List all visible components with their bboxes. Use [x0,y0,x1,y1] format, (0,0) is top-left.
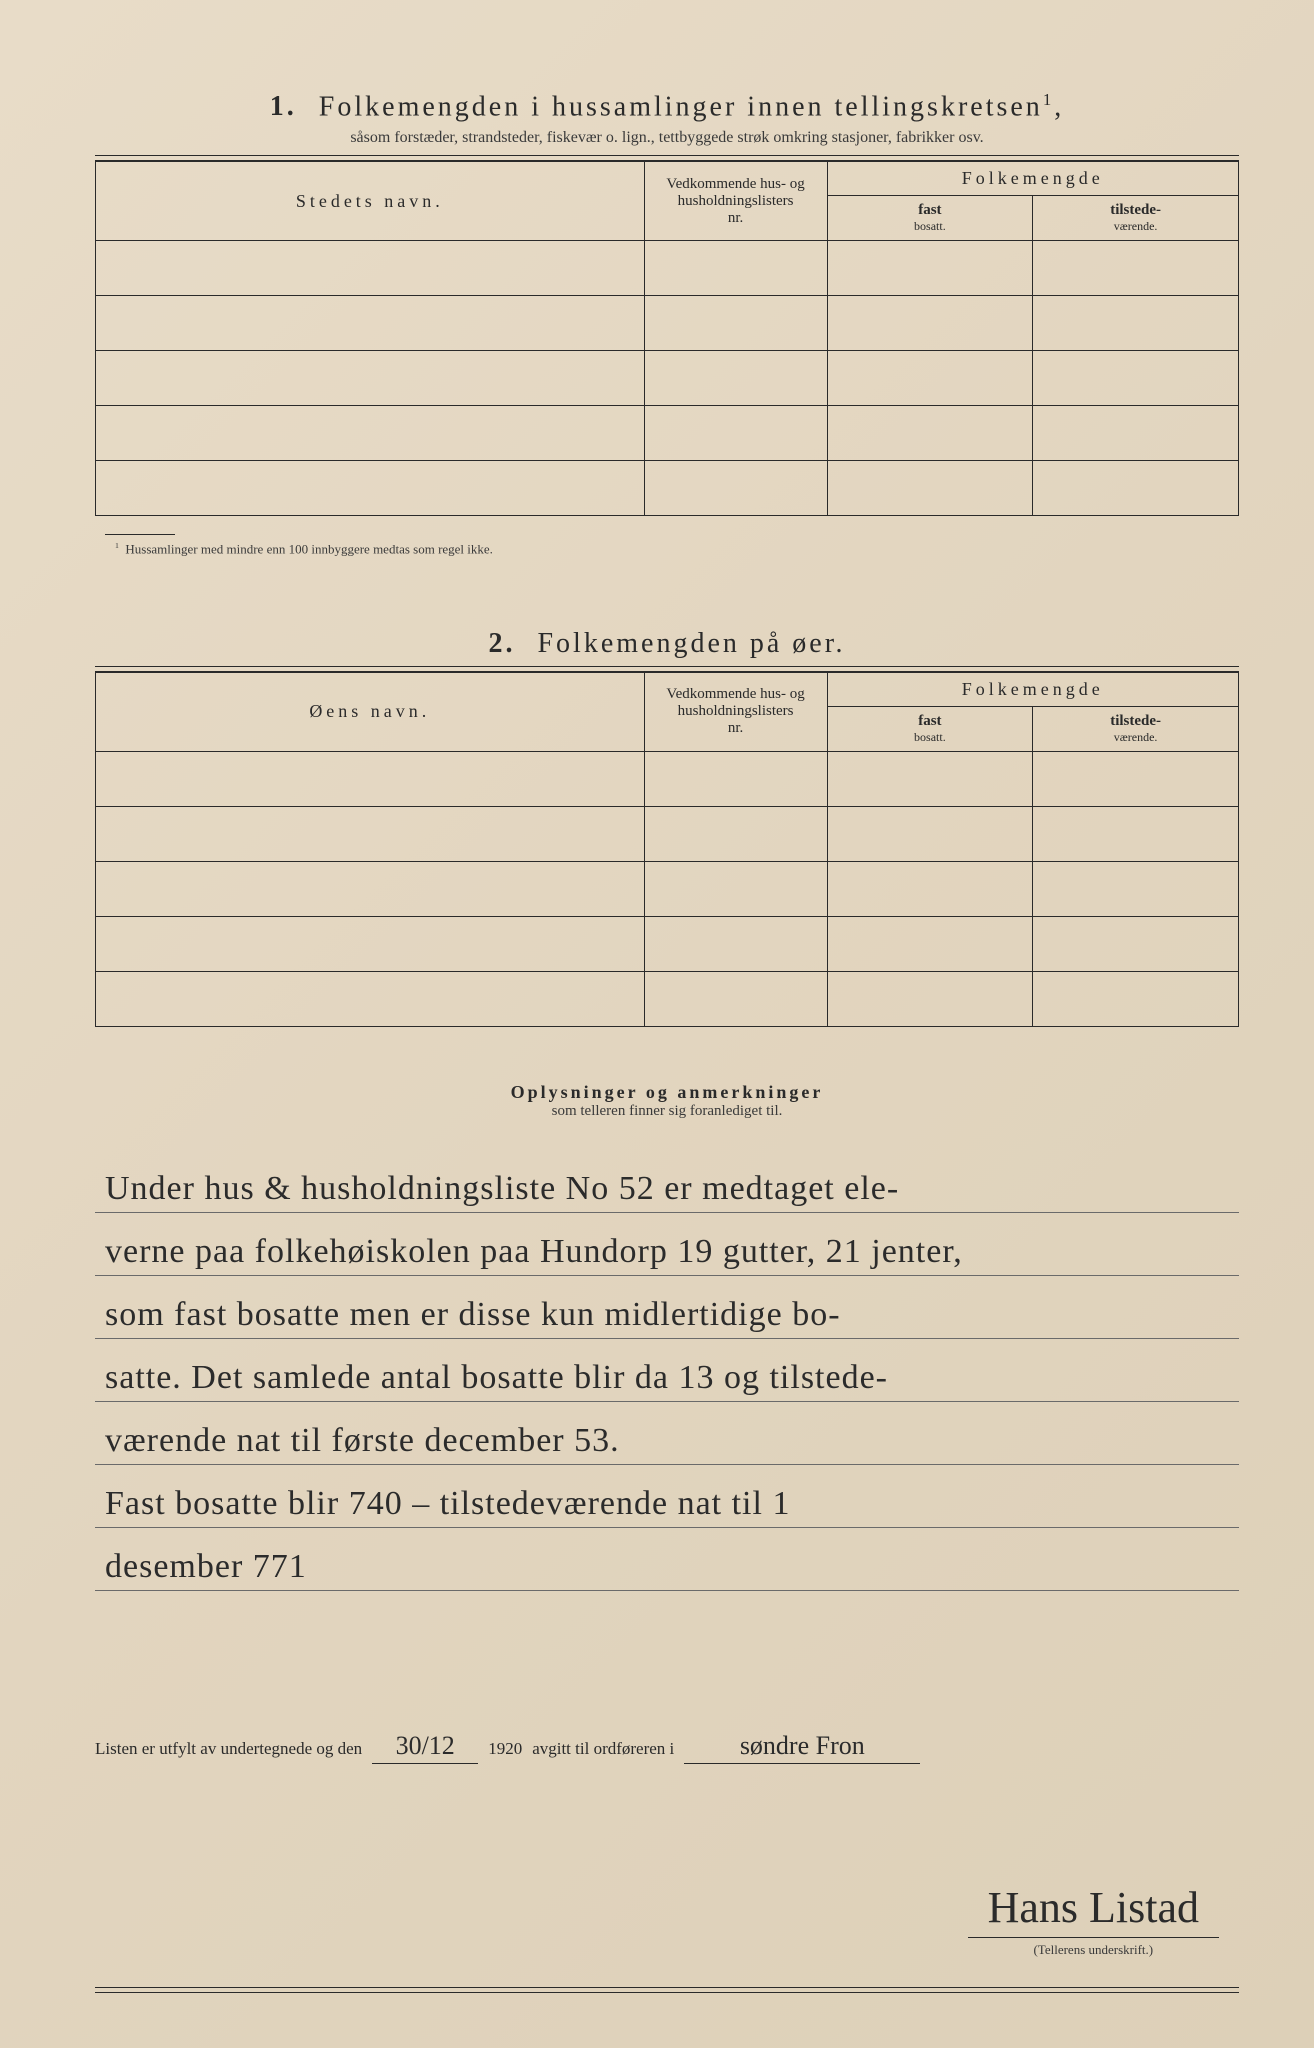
footnote-mark: 1 [115,541,119,550]
th2-fast-s: bosatt. [832,730,1029,745]
th2-nr-l1: Vedkommende hus- og [666,686,804,702]
th-fast-t: fast [918,202,941,218]
remark-line: værende nat til første december 53. [95,1402,1239,1465]
section1-number: 1. [270,91,297,122]
signoff-date: 30/12 [372,1731,478,1764]
th-stedets-navn: Stedets navn. [96,162,645,241]
th-fast-s: bosatt. [832,219,1029,234]
th-til-s: værende. [1037,219,1234,234]
remark-line: som fast bosatte men er disse kun midler… [95,1276,1239,1339]
remark-line: desember 771 [95,1528,1239,1591]
footnote-text: Hussamlinger med mindre enn 100 innbygge… [125,542,493,557]
section2-body [96,751,1239,1026]
signoff-prefix: Listen er utfylt av undertegnede og den [95,1739,362,1759]
signoff-year: 1920 [488,1739,522,1759]
th2-nr-l3: nr. [728,720,743,736]
remark-line: verne paa folkehøiskolen paa Hundorp 19 … [95,1213,1239,1276]
section2-table: Øens navn. Vedkommende hus- og husholdni… [95,672,1239,1027]
th-oens-navn: Øens navn. [96,672,645,751]
section1-table: Stedets navn. Vedkommende hus- og hushol… [95,161,1239,516]
remark-line: Under hus & husholdningsliste No 52 er m… [95,1150,1239,1213]
th2-fast-t: fast [918,713,941,729]
signoff-place: søndre Fron [684,1731,920,1764]
th2-til-s: værende. [1037,730,1234,745]
th-tilstede: tilstede- værende. [1033,196,1239,241]
remarks-header: Oplysninger og anmerkninger som telleren… [95,1082,1239,1120]
section1-title: 1. Folkemengden i hussamlinger innen tel… [95,90,1239,123]
remark-text: som fast bosatte men er disse kun midler… [105,1296,1229,1334]
table-row [96,861,1239,916]
remark-text: desember 771 [105,1548,1229,1586]
th2-nr-l2: husholdningslisters [678,703,794,719]
th2-folkemengde: Folkemengde [827,672,1239,706]
section-1: 1. Folkemengden i hussamlinger innen tel… [95,90,1239,558]
remark-line: satte. Det samlede antal bosatte blir da… [95,1339,1239,1402]
remark-text: verne paa folkehøiskolen paa Hundorp 19 … [105,1233,1229,1271]
remarks-subtitle: som telleren finner sig foranlediget til… [95,1103,1239,1120]
th-folkemengde: Folkemengde [827,162,1239,196]
section-2: 2. Folkemengden på øer. Øens navn. Vedko… [95,628,1239,1027]
table-row [96,241,1239,296]
signature-label: (Tellerens underskrift.) [968,1942,1219,1958]
table-row [96,461,1239,516]
table-row [96,751,1239,806]
th2-fast: fast bosatt. [827,706,1033,751]
section2-title-text: Folkemengden på øer. [537,628,845,659]
remark-text: satte. Det samlede antal bosatte blir da… [105,1359,1229,1397]
remark-text: værende nat til første december 53. [105,1422,1229,1460]
remarks-lines: Under hus & husholdningsliste No 52 er m… [95,1150,1239,1591]
th-nr-l2: husholdningslisters [678,193,794,209]
signoff-line: Listen er utfylt av undertegnede og den … [95,1731,1239,1764]
th2-tilstede: tilstede- værende. [1033,706,1239,751]
remark-line: Fast bosatte blir 740 – tilstedeværende … [95,1465,1239,1528]
section1-sup: 1 [1043,90,1054,109]
census-form-page: 1. Folkemengden i hussamlinger innen tel… [0,0,1314,2048]
table-row [96,806,1239,861]
th-fast: fast bosatt. [827,196,1033,241]
th2-liste-nr: Vedkommende hus- og husholdningslisters … [644,672,827,751]
remark-text: Under hus & husholdningsliste No 52 er m… [105,1170,1229,1208]
th-til-t: tilstede- [1110,202,1161,218]
th-liste-nr: Vedkommende hus- og husholdningslisters … [644,162,827,241]
table-row [96,916,1239,971]
signoff-mid: avgitt til ordføreren i [532,1739,674,1759]
table-row [96,351,1239,406]
section1-body [96,241,1239,516]
table-row [96,971,1239,1026]
bottom-rule [95,1987,1239,1993]
table-row [96,406,1239,461]
section1-footnote: 1 Hussamlinger med mindre enn 100 innbyg… [95,534,1239,557]
section1-title-text: Folkemengden i hussamlinger innen tellin… [319,91,1043,122]
th-nr-l3: nr. [728,210,743,226]
signature-name: Hans Listad [968,1882,1219,1938]
section2-number: 2. [488,628,515,659]
remark-text: Fast bosatte blir 740 – tilstedeværende … [105,1485,1229,1523]
th-nr-l1: Vedkommende hus- og [666,176,804,192]
th2-til-t: tilstede- [1110,713,1161,729]
section2-title: 2. Folkemengden på øer. [95,628,1239,660]
section1-subtitle: såsom forstæder, strandsteder, fiskevær … [95,129,1239,147]
signature-area: Hans Listad (Tellerens underskrift.) [968,1882,1219,1958]
remarks-title: Oplysninger og anmerkninger [95,1082,1239,1103]
table-row [96,296,1239,351]
